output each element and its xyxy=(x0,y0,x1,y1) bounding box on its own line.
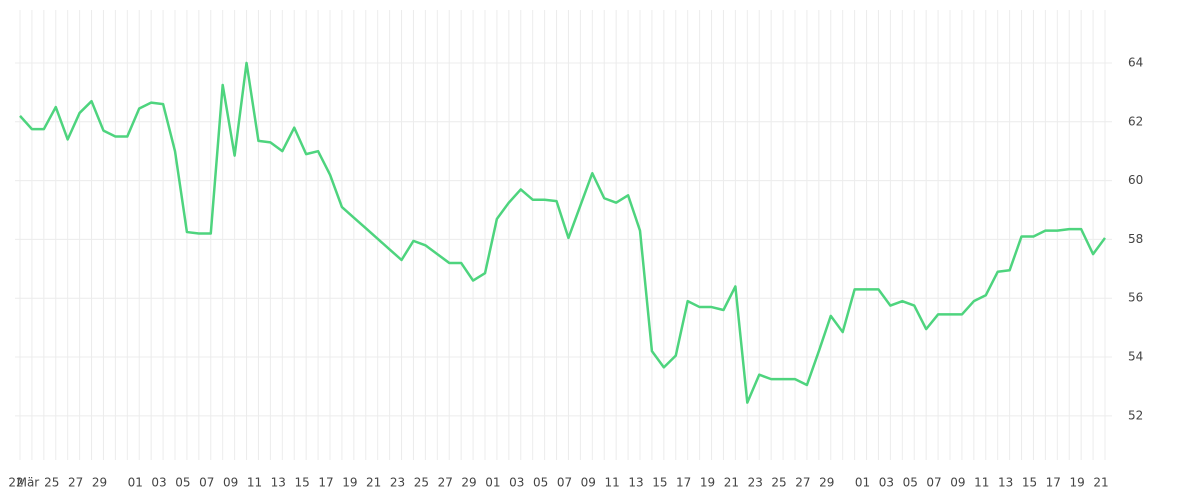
x-tick-label: 11 xyxy=(974,476,989,490)
x-tick-label: 25 xyxy=(44,476,59,490)
y-tick-label: 62 xyxy=(1128,114,1143,128)
x-tick-label: 03 xyxy=(509,476,524,490)
x-tick-label: 21 xyxy=(366,476,381,490)
x-tick-label: 09 xyxy=(223,476,238,490)
x-tick-label: Mär xyxy=(17,476,40,490)
x-tick-label: 19 xyxy=(700,476,715,490)
x-tick-label: 03 xyxy=(151,476,166,490)
x-tick-label: 07 xyxy=(199,476,214,490)
x-tick-label: 17 xyxy=(1046,476,1061,490)
y-tick-label: 64 xyxy=(1128,55,1143,69)
x-tick-label: 19 xyxy=(342,476,357,490)
y-tick-label: 58 xyxy=(1128,232,1143,246)
x-tick-label: 15 xyxy=(652,476,667,490)
x-tick-label: 27 xyxy=(68,476,83,490)
x-tick-label: 22 xyxy=(8,476,23,490)
x-tick-label: 25 xyxy=(771,476,786,490)
x-tick-label: 15 xyxy=(1022,476,1037,490)
x-tick-label: 13 xyxy=(998,476,1013,490)
x-tick-label: 15 xyxy=(295,476,310,490)
x-tick-label: 05 xyxy=(175,476,190,490)
x-tick-label: 13 xyxy=(271,476,286,490)
line-series xyxy=(19,61,1107,404)
x-tick-label: 11 xyxy=(247,476,262,490)
y-tick-label: 52 xyxy=(1128,408,1143,422)
x-tick-label: 29 xyxy=(819,476,834,490)
x-tick-label: 21 xyxy=(1093,476,1108,490)
x-tick-label: 01 xyxy=(855,476,870,490)
x-tick-label: 27 xyxy=(438,476,453,490)
x-tick-label: 17 xyxy=(676,476,691,490)
x-tick-label: 13 xyxy=(628,476,643,490)
x-tick-label: 11 xyxy=(605,476,620,490)
x-tick-label: 19 xyxy=(1070,476,1085,490)
y-tick-label: 60 xyxy=(1128,173,1143,187)
x-tick-label: 07 xyxy=(557,476,572,490)
x-tick-label: 07 xyxy=(926,476,941,490)
y-tick-label: 56 xyxy=(1128,291,1143,305)
x-tick-label: 05 xyxy=(533,476,548,490)
x-tick-label: 23 xyxy=(748,476,763,490)
x-tick-label: 03 xyxy=(879,476,894,490)
x-tick-label: 09 xyxy=(581,476,596,490)
x-tick-label: 01 xyxy=(485,476,500,490)
y-tick-label: 54 xyxy=(1128,350,1143,364)
x-tick-label: 25 xyxy=(414,476,429,490)
x-tick-label: 09 xyxy=(950,476,965,490)
x-tick-label: 29 xyxy=(92,476,107,490)
x-tick-label: 01 xyxy=(128,476,143,490)
x-tick-label: 29 xyxy=(461,476,476,490)
x-tick-label: 21 xyxy=(724,476,739,490)
x-tick-label: 27 xyxy=(795,476,810,490)
x-tick-label: 05 xyxy=(903,476,918,490)
x-tick-label: 23 xyxy=(390,476,405,490)
x-tick-label: 17 xyxy=(318,476,333,490)
